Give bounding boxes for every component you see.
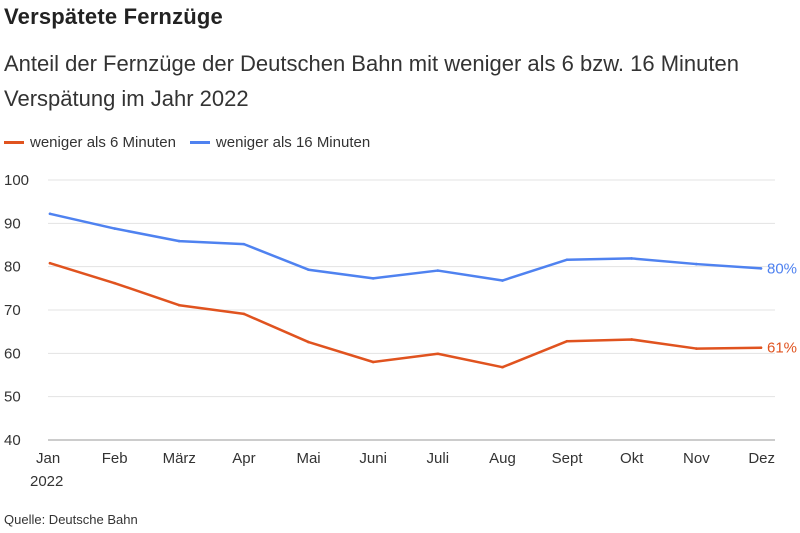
- data-point: [630, 338, 634, 341]
- x-tick-label: Juni: [359, 450, 387, 467]
- end-label-series-0: 61%: [767, 340, 797, 357]
- legend-swatch-under-6: [4, 140, 24, 144]
- x-tick-label: Nov: [683, 450, 710, 467]
- data-point: [501, 365, 504, 369]
- y-tick-label: 80: [4, 259, 21, 276]
- data-point: [113, 227, 116, 230]
- data-point: [242, 312, 246, 316]
- data-point: [113, 281, 116, 285]
- source-note: Quelle: Deutsche Bahn: [4, 512, 138, 527]
- x-tick-label: Aug: [489, 450, 516, 467]
- x-tick-label: Okt: [620, 450, 644, 467]
- line-chart: 40 50 60 70 80 90 100 Jan Feb März Apr Mai Juni Juli A…: [4, 172, 797, 490]
- data-point: [242, 242, 246, 246]
- data-point: [759, 267, 763, 270]
- data-point: [436, 269, 440, 272]
- data-point: [371, 360, 375, 364]
- data-point: [371, 277, 375, 280]
- legend-label-under-6: weniger als 6 Minuten: [30, 133, 176, 151]
- data-point: [48, 261, 52, 265]
- x-tick-label: Dez: [748, 450, 775, 467]
- data-point: [307, 268, 310, 271]
- series-line-1: [48, 212, 763, 282]
- data-point: [177, 239, 181, 243]
- x-tick-sublabel: 2022: [30, 473, 63, 490]
- data-point: [630, 257, 634, 260]
- series-line-0: [48, 261, 763, 369]
- y-tick-label: 40: [4, 432, 21, 449]
- x-tick-label: März: [163, 450, 196, 467]
- x-tick-label: Sept: [552, 450, 584, 467]
- data-point: [565, 258, 569, 262]
- y-tick-label: 70: [4, 302, 21, 319]
- legend-item-under-16: weniger als 16 Minuten: [189, 133, 371, 151]
- data-point: [48, 212, 52, 216]
- chart-title: Verspätete Fernzüge: [4, 4, 223, 29]
- legend-label-under-16: weniger als 16 Minuten: [215, 133, 371, 151]
- data-point: [177, 303, 181, 307]
- legend: weniger als 6 Minuten weniger als 16 Min…: [4, 132, 384, 152]
- end-label-series-1: 80%: [767, 260, 797, 277]
- y-tick-label: 60: [4, 345, 21, 362]
- data-point: [565, 339, 569, 343]
- legend-swatch-under-16: [189, 140, 210, 144]
- data-point: [759, 346, 763, 349]
- data-point: [695, 347, 698, 350]
- y-tick-label: 90: [4, 215, 21, 232]
- y-tick-label: 100: [4, 172, 29, 189]
- x-tick-label: Mai: [296, 450, 320, 467]
- chart-subtitle: Anteil der Fernzüge der Deutschen Bahn m…: [4, 51, 739, 111]
- data-point: [695, 262, 698, 266]
- x-tick-label: Apr: [232, 450, 255, 467]
- legend-item-under-6: weniger als 6 Minuten: [4, 134, 176, 151]
- data-point: [436, 352, 440, 356]
- x-tick-label: Feb: [102, 450, 128, 467]
- x-tick-label: Jan: [36, 450, 60, 467]
- data-point: [307, 340, 310, 344]
- x-tick-label: Juli: [427, 450, 450, 467]
- y-tick-label: 50: [4, 389, 21, 406]
- data-point: [501, 279, 504, 282]
